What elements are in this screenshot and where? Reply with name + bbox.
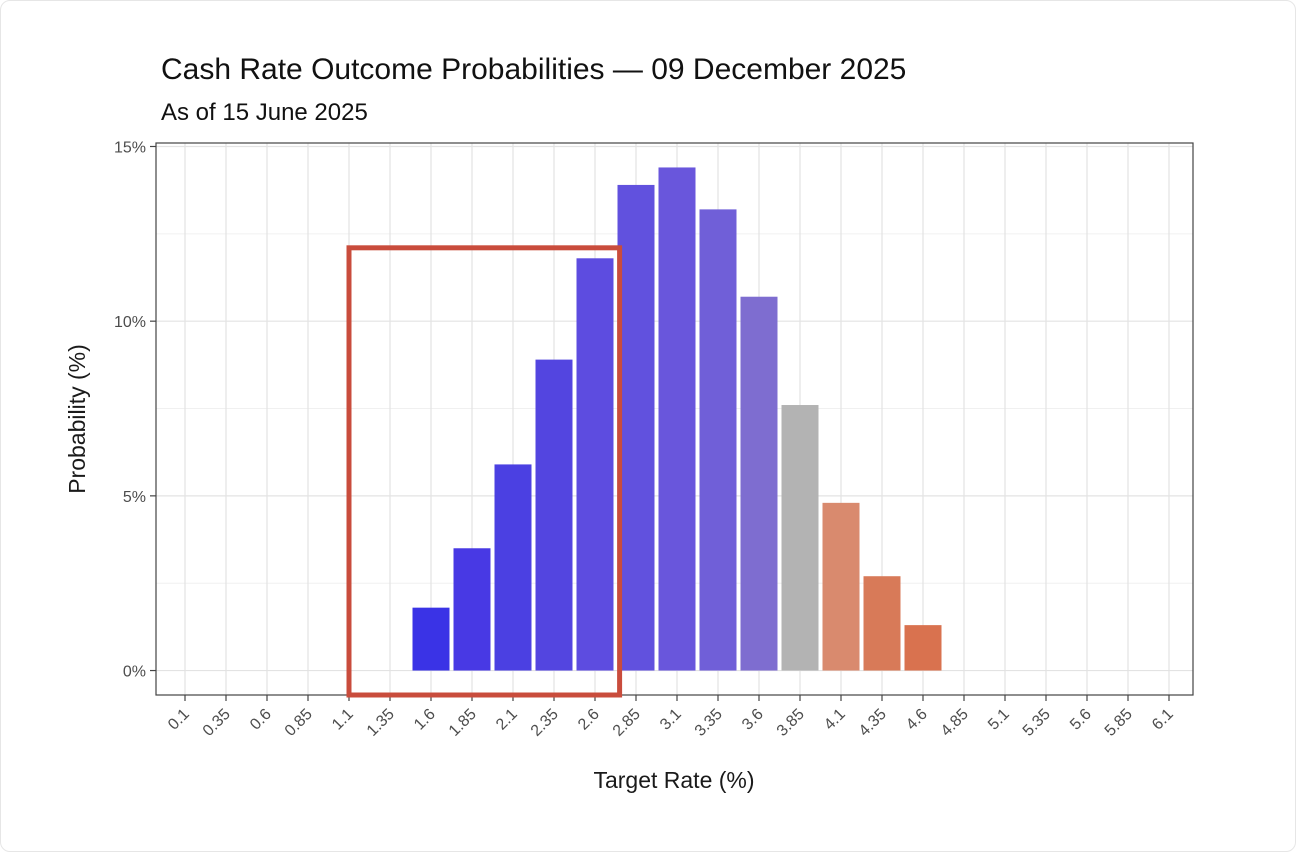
y-tick-label-0: 0% [123,664,146,681]
bar-2.1 [494,464,532,671]
x-axis: 0.1 0.35 0.6 0.85 1.1 1.35 1.6 1.85 2.1 2.35 2.6 2.… [165,695,1177,740]
x-tick-label-11: 2.85 [610,706,644,740]
x-tick-label-18: 4.6 [903,706,931,734]
x-tick-label-19: 4.85 [938,706,972,740]
x-tick-label-9: 2.35 [528,706,562,740]
x-tick-label-21: 5.35 [1020,706,1054,740]
bar-3.6 [740,296,778,671]
bar-1.6 [412,607,450,671]
bar-4.35 [863,576,901,671]
x-tick-label-24: 6.1 [1149,706,1177,734]
x-tick-label-15: 3.85 [774,706,808,740]
x-tick-label-13: 3.35 [692,706,726,740]
x-tick-label-8: 2.1 [493,706,521,734]
bar-3.35 [699,209,737,671]
bar-2.35 [535,359,573,671]
x-tick-label-7: 1.85 [446,706,480,740]
x-tick-label-23: 5.85 [1102,706,1136,740]
panel-border [155,142,1194,696]
bar-4.1 [822,502,860,671]
y-tick-label-2: 10% [114,314,146,331]
x-tick-label-22: 5.6 [1067,706,1095,734]
x-tick-label-0: 0.1 [165,706,193,734]
y-tick-label-1: 5% [123,489,146,506]
x-tick-label-16: 4.1 [821,706,849,734]
bars [412,167,942,671]
y-axis: 0% 5% 10% 15% [114,139,156,681]
bar-3.85 [781,405,819,671]
x-tick-label-17: 4.35 [856,706,890,740]
x-tick-label-3: 0.85 [282,706,316,740]
bar-3.1 [658,167,696,671]
x-tick-label-14: 3.6 [739,706,767,734]
highlight-box [346,245,623,698]
x-tick-label-12: 3.1 [657,706,685,734]
x-tick-label-6: 1.6 [411,706,439,734]
x-axis-title: Target Rate (%) [593,767,754,793]
x-tick-label-4: 1.1 [329,706,357,734]
bar-4.6 [904,625,942,671]
bar-2.85 [617,184,655,671]
x-tick-label-20: 5.1 [985,706,1013,734]
y-tick-label-3: 15% [114,139,146,156]
bar-1.85 [453,548,491,671]
x-tick-label-2: 0.6 [247,706,275,734]
bar-2.6 [576,258,614,671]
chart-subtitle: As of 15 June 2025 [161,99,368,126]
x-tick-label-10: 2.6 [575,706,603,734]
x-tick-label-5: 1.35 [364,706,398,740]
chart-title: Cash Rate Outcome Probabilities — 09 Dec… [161,53,906,86]
x-tick-label-1: 0.35 [200,706,234,740]
y-axis-title: Probability (%) [64,344,90,494]
